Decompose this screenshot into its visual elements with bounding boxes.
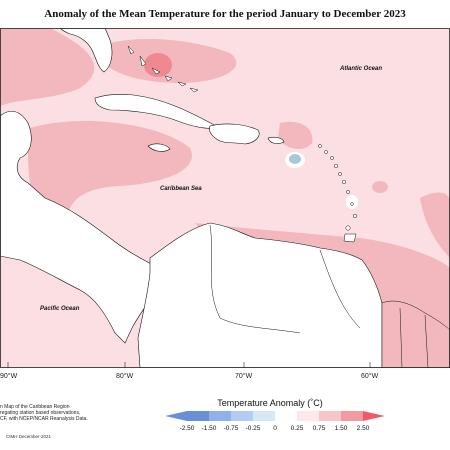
legend-swatch xyxy=(209,411,231,421)
longitude-label-60w: 60°W xyxy=(361,372,379,380)
legend-title: Temperature Anomaly (˚C) xyxy=(217,398,323,408)
anomaly-patch-east xyxy=(420,192,450,258)
legend-tick-label: 0.75 xyxy=(313,425,326,432)
map-credit: CIMH December-2021 xyxy=(6,434,52,439)
anomaly-patch-small xyxy=(372,181,388,193)
anomaly-patch-gulf xyxy=(0,28,95,106)
legend-swatch xyxy=(341,411,363,421)
longitude-labels: 90°W 80°W 70°W 60°W xyxy=(0,372,379,380)
legend-tick-label: -0.75 xyxy=(224,425,239,432)
land-florida xyxy=(59,28,113,73)
label-atlantic-ocean: Atlantic Ocean xyxy=(339,66,382,72)
legend-tick-label: -0.25 xyxy=(246,425,261,432)
legend-bar xyxy=(165,411,385,421)
land-central-america xyxy=(0,110,161,344)
island-lesser-antilles xyxy=(318,144,358,231)
island-hispaniola xyxy=(209,123,260,145)
legend-arrow-high xyxy=(363,411,385,421)
longitude-label-90w: 90°W xyxy=(0,372,18,380)
legend-tick-label: -1.50 xyxy=(202,425,217,432)
label-pacific-ocean: Pacific Ocean xyxy=(40,306,80,312)
label-caribbean-sea: Caribbean Sea xyxy=(160,186,202,192)
legend-tick-label: 1.50 xyxy=(335,425,348,432)
island-puerto-rico xyxy=(267,136,285,144)
longitude-label-80w: 80°W xyxy=(116,372,134,380)
land-south-america xyxy=(137,222,383,368)
longitude-ticks xyxy=(7,362,371,368)
legend-tick-label: 2.50 xyxy=(357,425,370,432)
legend-swatch xyxy=(187,411,209,421)
color-legend: -2.50 -1.50 -0.75 -0.25 0 0.25 0.75 1.50 2.50 xyxy=(165,411,385,432)
map-footnote: n Map of the Caribbean Region regating s… xyxy=(0,404,88,422)
anomaly-cool-core xyxy=(289,154,301,164)
legend-tick-label: 0 xyxy=(273,425,277,432)
island-trinidad xyxy=(343,233,357,243)
anomaly-hotspot xyxy=(144,53,172,77)
island-cuba xyxy=(94,94,222,129)
anomaly-patch-hispaniola xyxy=(278,121,313,150)
legend-tick-label: -2.50 xyxy=(180,425,195,432)
legend-swatch xyxy=(231,411,253,421)
legend-tick-labels: -2.50 -1.50 -0.75 -0.25 0 0.25 0.75 1.50 2.50 xyxy=(180,425,370,432)
legend-swatch xyxy=(297,411,319,421)
legend-swatch xyxy=(253,411,275,421)
legend-swatch xyxy=(275,411,297,421)
island-bahamas xyxy=(127,45,199,93)
country-border-sa xyxy=(209,224,301,334)
country-border xyxy=(319,249,429,368)
anomaly-map: Atlantic Ocean Caribbean Sea Pacific Oce… xyxy=(0,28,450,368)
legend-arrow-low xyxy=(165,411,187,421)
legend-swatch xyxy=(319,411,341,421)
legend-tick-label: 0.25 xyxy=(291,425,304,432)
island-jamaica xyxy=(147,143,171,152)
map-title: Anomaly of the Mean Temperature for the … xyxy=(44,8,406,20)
longitude-label-70w: 70°W xyxy=(235,372,253,380)
anomaly-white-spot xyxy=(346,195,358,209)
